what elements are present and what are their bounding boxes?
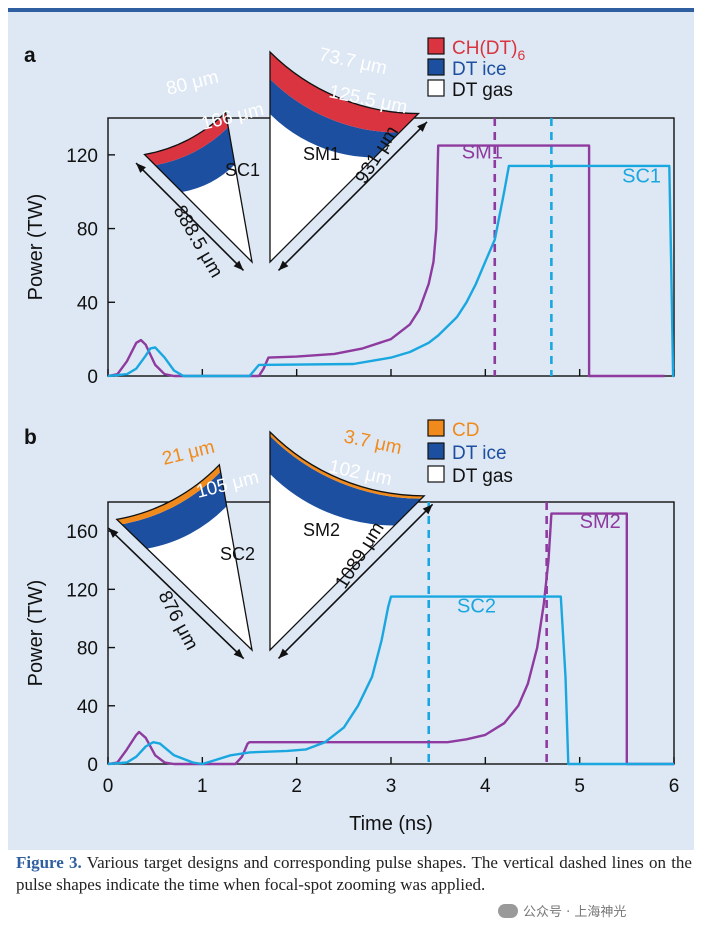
series-line-sc1 [107,164,675,378]
watermark: 公众号 · 上海神光 [498,901,626,920]
target-name: SM2 [303,520,340,540]
legend-label: DT gas [452,80,513,101]
arrow-head [233,648,244,659]
radius-arrow [135,162,245,272]
y-tick-label: 80 [77,639,98,660]
ablator-layer [116,464,221,525]
legend-label: DT ice [452,443,507,464]
outer-layer-label: 3.7 μm [342,426,404,459]
radius-arrow [277,121,428,272]
caption-label: Figure 3. [16,853,82,872]
radius-label: 876 μm [154,587,202,653]
target-name: SC2 [220,544,255,564]
dt-ice-layer [155,127,235,192]
legend-swatch [427,442,445,460]
arrow-head [233,260,244,271]
y-axis-label: Power (TW) [25,194,47,301]
caption-text: Various target designs and corresponding… [16,853,692,894]
y-tick-label: 0 [87,755,98,776]
legend-label: DT ice [452,59,507,80]
panel-label: b [24,426,37,449]
dt-ice-layer [121,471,227,549]
arrow-head [417,121,427,132]
target-name: SC1 [225,160,260,180]
arrow-head [108,528,119,538]
y-tick-label: 0 [87,367,98,388]
legend-label: DT gas [452,466,513,487]
radius-arrow [277,503,434,660]
legend-swatch [427,465,445,483]
x-tick-label: 1 [197,776,208,797]
y-tick-label: 80 [77,220,98,241]
x-tick-label: 6 [669,776,680,797]
series-label-sm1: SM1 [462,142,503,164]
wechat-icon [498,903,518,918]
outer-layer-label: 80 μm [164,67,221,100]
x-tick-label: 3 [386,776,397,797]
dt-ice-layer [270,79,400,158]
arrow-head [278,648,289,659]
series-label-sc1: SC1 [622,166,661,188]
outer-layer-label: 73.7 μm [317,44,389,79]
inner-layer-label: 166 μm [199,99,266,135]
y-tick-label: 40 [77,293,98,314]
watermark-text: 公众号 · 上海神光 [523,905,627,920]
panel-label: a [24,44,36,67]
y-tick-label: 40 [77,697,98,718]
legend-label: CD [452,420,479,441]
x-tick-label: 4 [480,776,491,797]
chart-panel-a: a 0 40 80 120 Power (TW) SM1 SC1 CH(DT)6DT iceDT… [24,37,675,388]
legend-swatch [427,58,445,76]
legend-swatch [427,79,445,97]
y-tick-label: 120 [66,146,98,167]
ablator-layer [144,112,229,166]
ablator-layer [270,432,425,499]
arrow-head [422,504,433,515]
target-name: SM1 [303,144,340,164]
legend-swatch [427,419,445,437]
x-axis-label: Time (ns) [349,813,433,835]
radius-arrow [107,527,245,660]
series-label-sc2: SC2 [457,596,496,618]
y-tick-label: 160 [66,522,98,543]
legend-label: CH(DT)6 [452,38,525,63]
inner-layer-label: 105 μm [194,467,261,503]
x-tick-label: 2 [291,776,302,797]
chart-panel-b: b 0 40 80 120 160 0 1 2 3 4 5 6 Power (TW) Time (ns) SM… [24,419,680,835]
series-line-sm2 [107,512,674,766]
ablator-layer [270,52,419,133]
series-line-sm1 [107,144,665,378]
wedge-outline [115,463,253,652]
x-tick-label: 5 [574,776,585,797]
wedge-outline [143,110,253,264]
legend-subscript: 6 [517,47,525,63]
outer-layer-label: 21 μm [160,437,217,470]
wedge-outline [269,430,426,652]
series-line-sc2 [107,595,674,766]
arrow-head [136,163,146,173]
y-axis-label: Power (TW) [25,580,47,687]
arrow-head [278,260,289,271]
series-label-sm2: SM2 [580,511,621,533]
wedge-outline [269,50,421,264]
figure-caption: Figure 3. Various target designs and cor… [16,852,692,896]
dt-ice-layer [270,436,422,526]
x-tick-label: 0 [103,776,114,797]
y-tick-label: 120 [66,580,98,601]
legend-swatch [427,37,445,55]
